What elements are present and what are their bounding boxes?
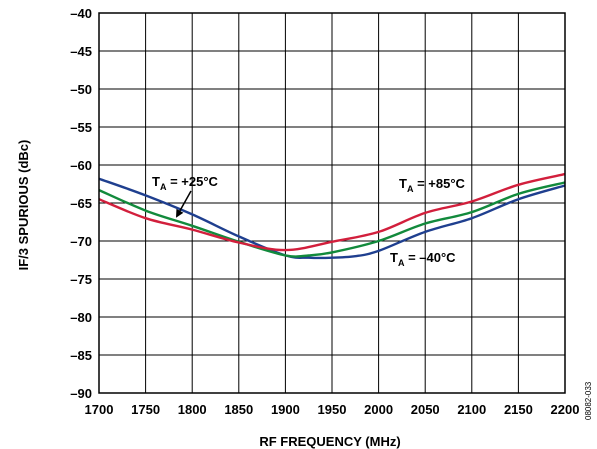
series-line-1 (98, 181, 566, 258)
y-tick-label-5: –65 (70, 196, 92, 211)
x-tick-label-9: 2150 (504, 402, 533, 417)
series-group (98, 172, 566, 260)
y-tick-label-6: –70 (70, 234, 92, 249)
plot-border (98, 12, 566, 394)
x-tick-label-6: 2000 (364, 402, 393, 417)
y-axis-title: IF/3 SPURIOUS (dBc) (16, 140, 31, 271)
x-tick-label-0: 1700 (85, 402, 114, 417)
series-line-2 (98, 172, 566, 252)
plot-frame (98, 12, 566, 394)
x-tick-label-10: 2200 (551, 402, 580, 417)
x-tick-label-5: 1950 (318, 402, 347, 417)
annotation-arrow (176, 190, 192, 218)
x-axis-title: RF FREQUENCY (MHz) (259, 434, 400, 449)
y-tick-label-1: –45 (70, 44, 92, 59)
x-tick-label-1: 1750 (131, 402, 160, 417)
figure-id: 08082-033 (584, 381, 593, 420)
y-tick-label-4: –60 (70, 158, 92, 173)
y-tick-label-10: –90 (70, 386, 92, 401)
x-tick-label-8: 2100 (457, 402, 486, 417)
x-tick-label-3: 1850 (224, 402, 253, 417)
y-tick-label-7: –75 (70, 272, 92, 287)
y-tick-label-2: –50 (70, 82, 92, 97)
annotation-ta-minus40c: TA = –40°C (390, 250, 456, 268)
x-tick-label-7: 2050 (411, 402, 440, 417)
y-tick-label-0: –40 (70, 6, 92, 21)
x-tick-label-4: 1900 (271, 402, 300, 417)
series-line-0 (98, 177, 566, 260)
y-tick-label-3: –55 (70, 120, 92, 135)
annotation-ta-25c: TA = +25°C (152, 174, 219, 192)
tick-labels: 1700 1750 1800 1850 1900 1950 2000 2050 2100 2150… (70, 6, 579, 417)
annotation-ta-85c: TA = +85°C (399, 176, 466, 194)
y-tick-label-9: –85 (70, 348, 92, 363)
y-tick-label-8: –80 (70, 310, 92, 325)
x-tick-label-2: 1800 (178, 402, 207, 417)
